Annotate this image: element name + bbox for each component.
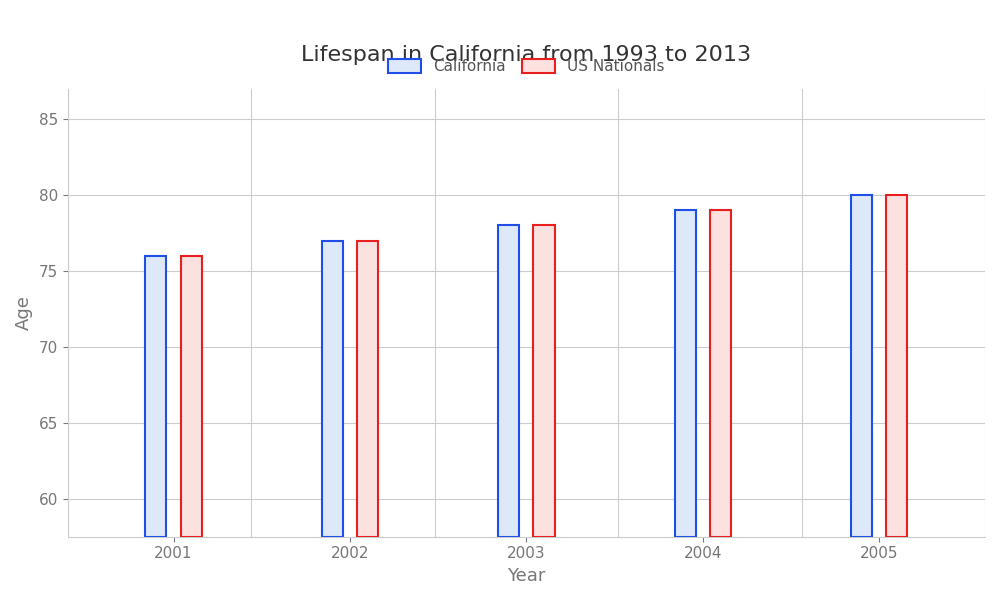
Bar (533, 226, 555, 537)
Bar (357, 241, 378, 537)
Bar (886, 195, 907, 537)
Bar (181, 256, 202, 537)
X-axis label: Year: Year (507, 567, 546, 585)
Title: Lifespan in California from 1993 to 2013: Lifespan in California from 1993 to 2013 (301, 45, 751, 65)
Legend: California, US Nationals: California, US Nationals (380, 52, 672, 82)
Bar (498, 226, 519, 537)
Bar (145, 256, 166, 537)
Bar (710, 210, 731, 537)
Bar (851, 195, 872, 537)
Y-axis label: Age: Age (15, 295, 33, 330)
Bar (322, 241, 343, 537)
Bar (675, 210, 696, 537)
